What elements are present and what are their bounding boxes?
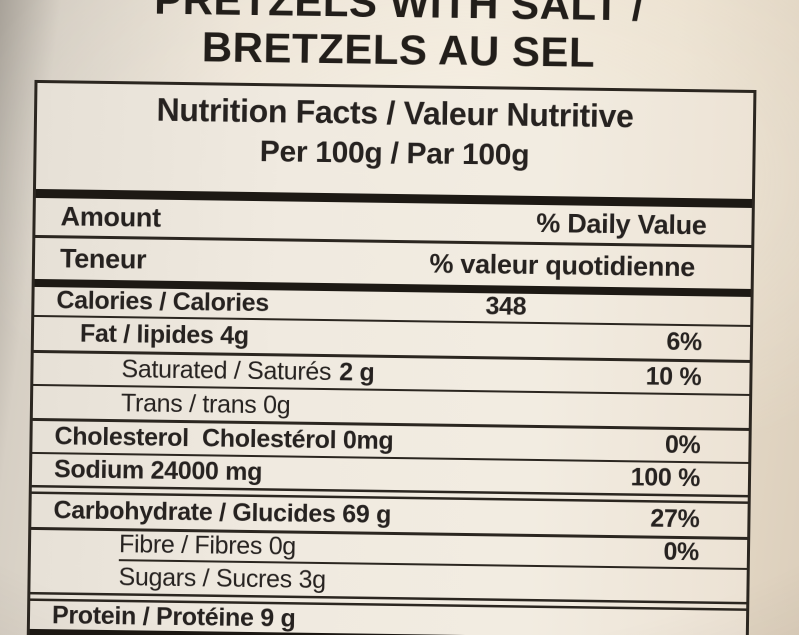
row-fat-label: Fat / lipides 4g [79,319,250,351]
amount-label-fr: Teneur [59,242,147,275]
row-saturated-fat-label: Saturated / Saturés 2 g [121,354,375,387]
nutrition-facts-table: Nutrition Facts / Valeur Nutritive Per 1… [26,79,757,635]
row-calories-value: 348 [485,292,527,321]
daily-value-label-fr: % valeur quotidienne [429,248,696,282]
product-title: PRETZELS WITH SALT / BRETZELS AU SEL [0,0,799,79]
nutrition-facts-title: Nutrition Facts / Valeur Nutritive [156,91,634,135]
row-sugars-label: Sugars / Sucres 3g [118,562,326,594]
amount-label-en: Amount [60,201,162,233]
row-carbohydrate-label: Carbohydrate / Glucides 69 g [53,496,392,530]
row-trans-fat-label: Trans / trans 0g [120,388,291,420]
row-sodium-label: Sodium 24000 mg [53,455,263,487]
row-sodium-percent: 100 % [630,463,701,493]
product-title-line2: BRETZELS AU SEL [201,23,596,76]
row-calories-label: Calories / Calories [56,286,270,318]
row-cholesterol-percent: 0% [664,430,701,459]
daily-value-label-en: % Daily Value [536,208,707,241]
row-fibre-label: Fibre / Fibres 0g [118,530,297,561]
row-cholesterol-label: Cholesterol Cholestérol 0mg [54,421,394,455]
row-fat-percent: 6% [666,327,703,357]
row-saturated-fat-percent: 10 % [645,362,702,391]
row-carbohydrate-percent: 27% [650,504,700,534]
row-protein-label: Protein / Protéine 9 g [51,600,296,633]
serving-size: Per 100g / Par 100g [259,135,530,172]
row-fibre-percent: 0% [663,537,700,567]
